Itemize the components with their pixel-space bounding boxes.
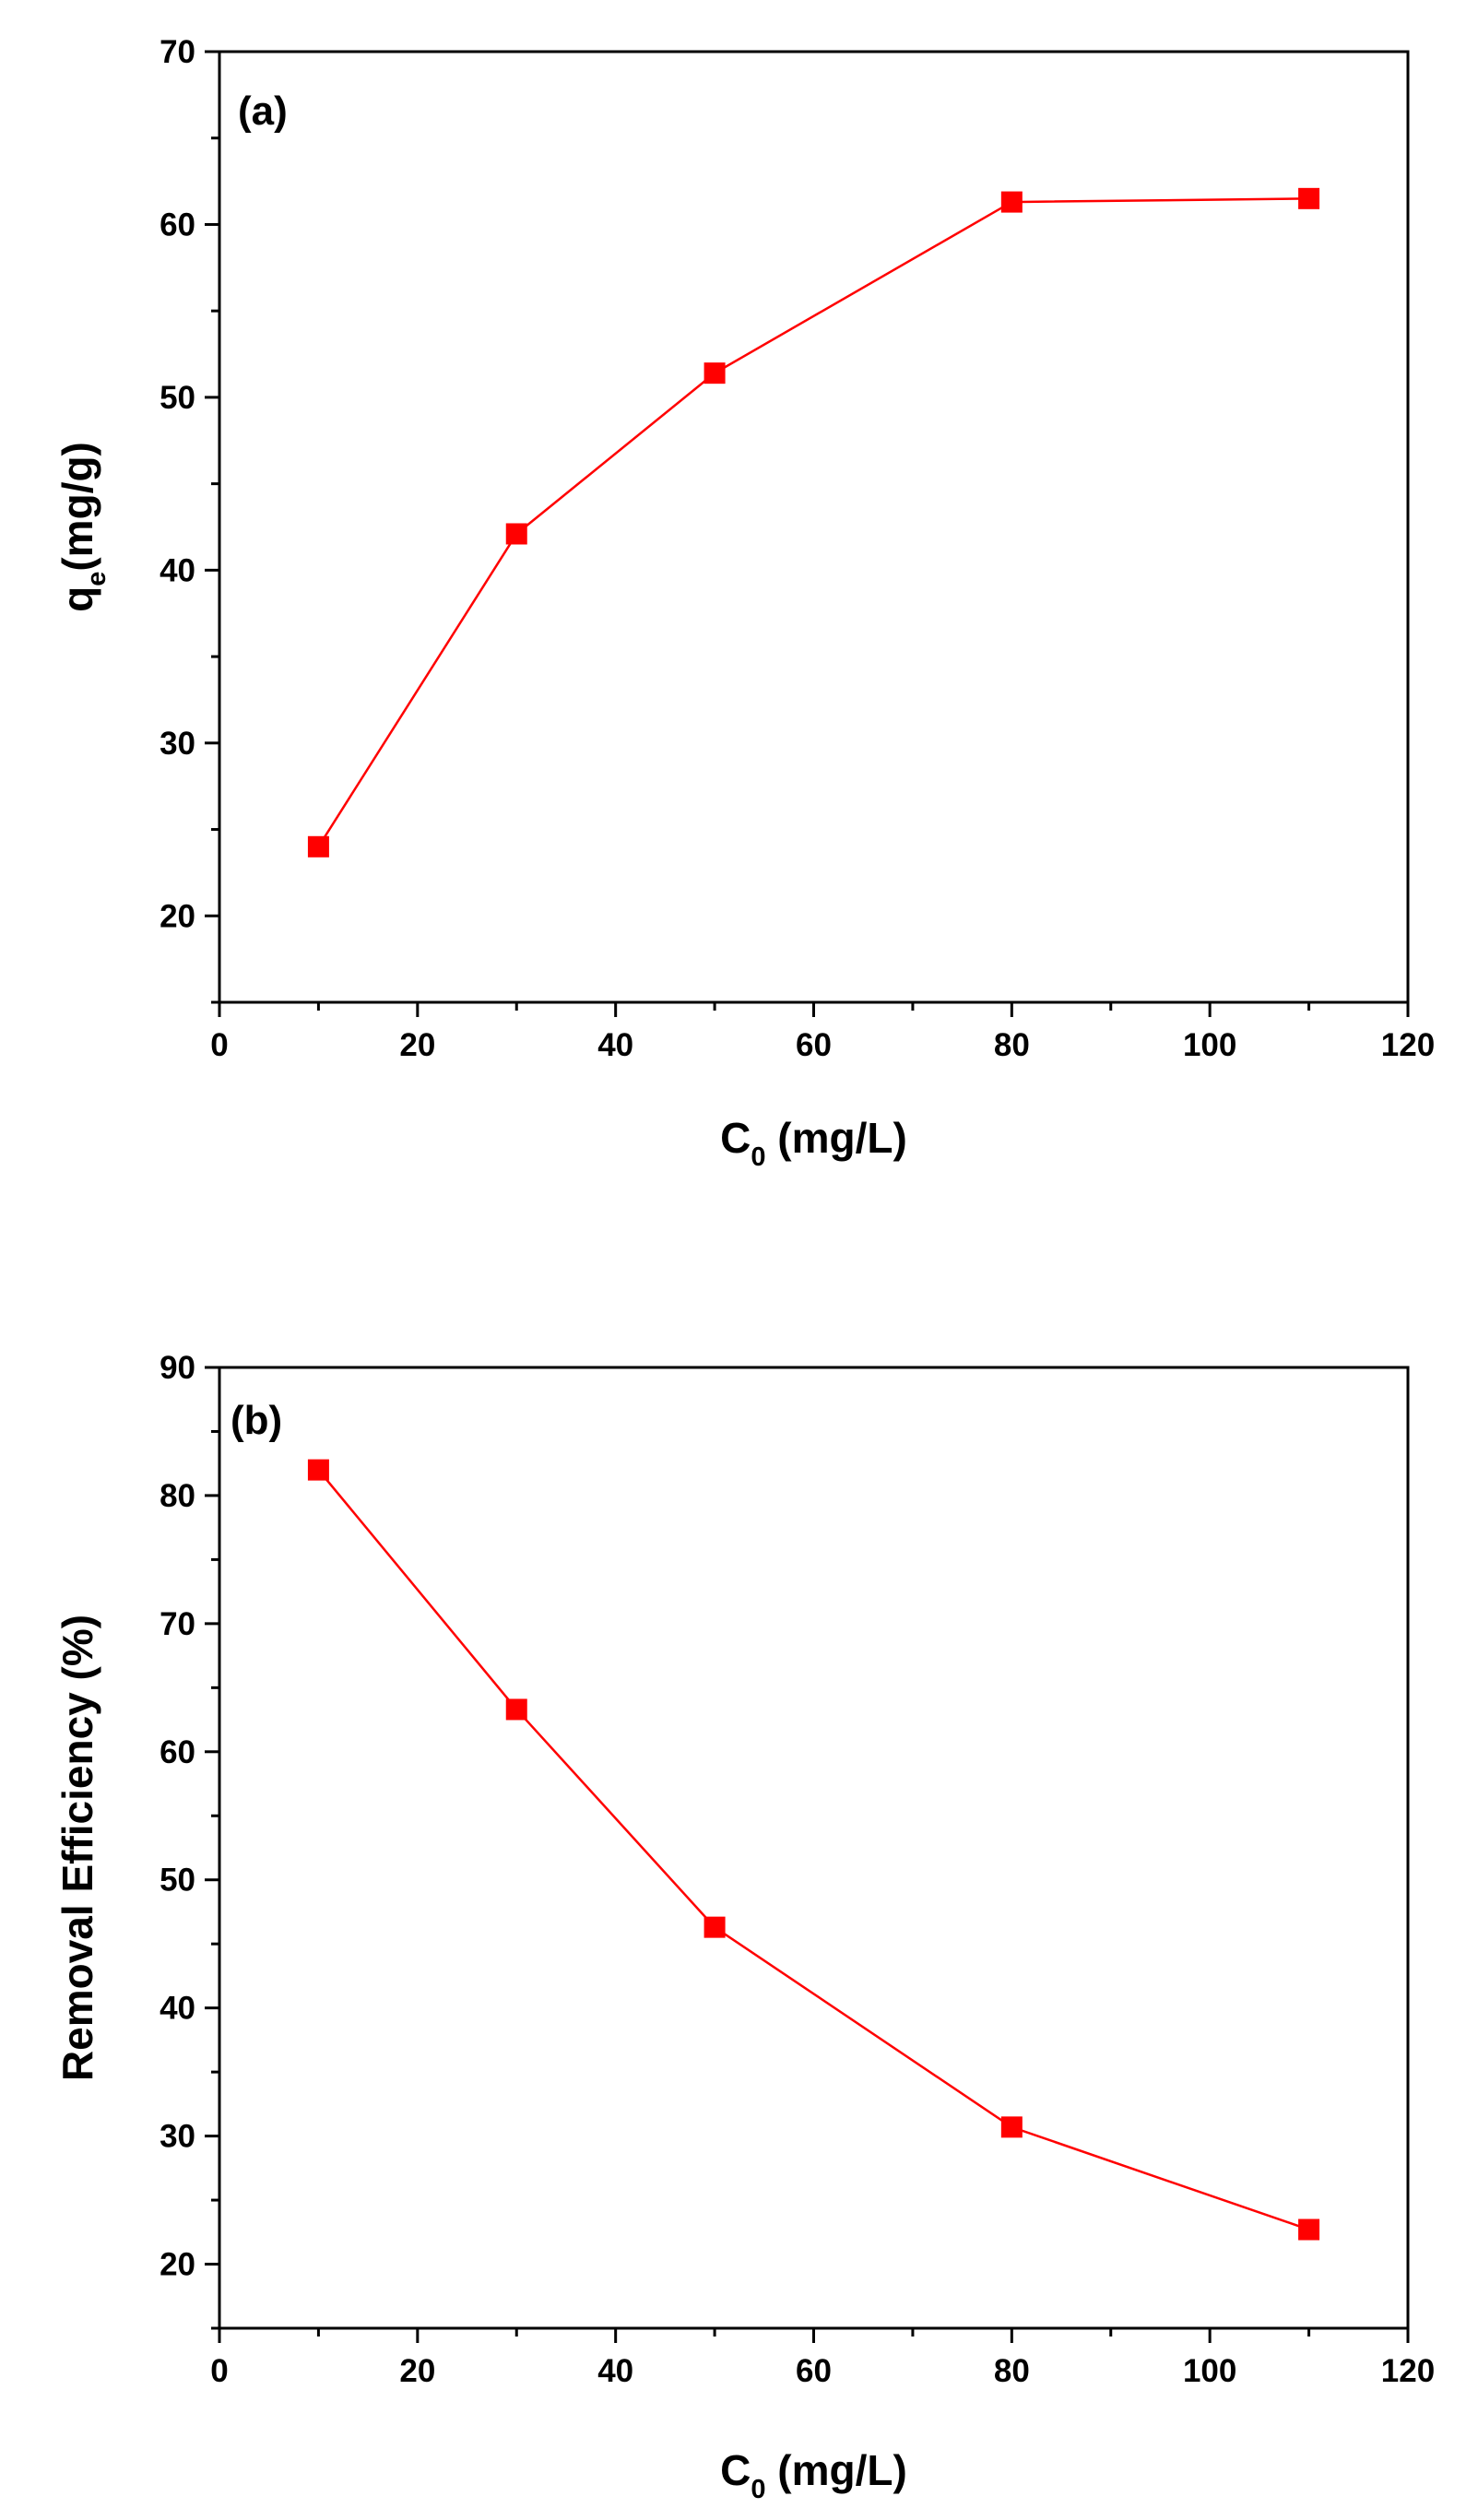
- y-tick-label: 90: [160, 1350, 195, 1386]
- y-axis-label: Removal Efficiency (%): [53, 1615, 101, 2081]
- data-point-marker: [704, 1916, 726, 1938]
- panel-label: (b): [231, 1398, 282, 1443]
- y-tick-label: 40: [160, 1991, 195, 2027]
- x-tick-label: 120: [1381, 2353, 1435, 2389]
- x-tick-label: 20: [399, 2353, 435, 2389]
- x-tick-label: 80: [994, 2353, 1030, 2389]
- data-point-marker: [1298, 2218, 1320, 2241]
- y-tick-label: 20: [160, 898, 195, 934]
- series-line: [317, 197, 1309, 847]
- y-tick-label: 30: [160, 2119, 195, 2155]
- y-tick-label: 30: [160, 726, 195, 762]
- y-tick-label: 70: [160, 1606, 195, 1642]
- data-point-marker: [1000, 191, 1023, 213]
- x-tick-label: 40: [597, 2353, 633, 2389]
- panel-label: (a): [238, 89, 288, 134]
- x-tick-label: 60: [796, 2353, 832, 2389]
- y-tick-label: 50: [160, 380, 195, 416]
- x-tick-label: 80: [994, 1027, 1030, 1063]
- x-tick-label: 0: [210, 1027, 228, 1063]
- x-tick-label: 120: [1381, 1027, 1435, 1063]
- data-point-marker: [704, 362, 726, 385]
- x-axis-label: C0 (mg/L): [720, 2446, 907, 2504]
- x-tick-label: 0: [210, 2353, 228, 2389]
- x-tick-label: 40: [597, 1027, 633, 1063]
- series-line: [317, 1469, 1309, 2231]
- x-tick-label: 20: [399, 1027, 435, 1063]
- x-axis-label-unit: (mg/L): [766, 2446, 907, 2494]
- data-point-marker: [307, 1459, 329, 1481]
- y-tick-label: 50: [160, 1863, 195, 1899]
- y-tick-label: 70: [160, 34, 195, 70]
- data-point-marker: [1000, 2116, 1023, 2138]
- y-axis-label-unit: (mg/g): [53, 442, 101, 572]
- plot-frame: [218, 50, 1410, 1004]
- data-point-marker: [307, 835, 329, 858]
- y-tick-label: 80: [160, 1478, 195, 1514]
- y-axis-label-main: Removal Efficiency (%): [53, 1615, 101, 2081]
- x-axis-label-main: C: [720, 1114, 751, 1162]
- plot-frame: [218, 1366, 1410, 2330]
- y-axis-label-subscript: e: [82, 572, 112, 586]
- x-axis-label-unit: (mg/L): [766, 1114, 907, 1162]
- x-tick-label: 100: [1183, 1027, 1236, 1063]
- data-point-marker: [1298, 187, 1320, 209]
- data-point-marker: [505, 523, 527, 545]
- x-axis-label-subscript: 0: [751, 2475, 765, 2504]
- y-tick-label: 40: [160, 552, 195, 588]
- y-tick-label: 20: [160, 2247, 195, 2283]
- x-axis-label: C0 (mg/L): [720, 1114, 907, 1172]
- data-point-marker: [505, 1698, 527, 1721]
- x-tick-label: 100: [1183, 2353, 1236, 2389]
- y-tick-label: 60: [160, 1734, 195, 1770]
- x-axis-label-main: C: [720, 2446, 751, 2494]
- x-axis-label-subscript: 0: [751, 1142, 765, 1172]
- y-axis-label-main: q: [53, 586, 101, 612]
- y-axis-label: qe(mg/g): [53, 442, 112, 612]
- y-tick-label: 60: [160, 207, 195, 243]
- x-tick-label: 60: [796, 1027, 832, 1063]
